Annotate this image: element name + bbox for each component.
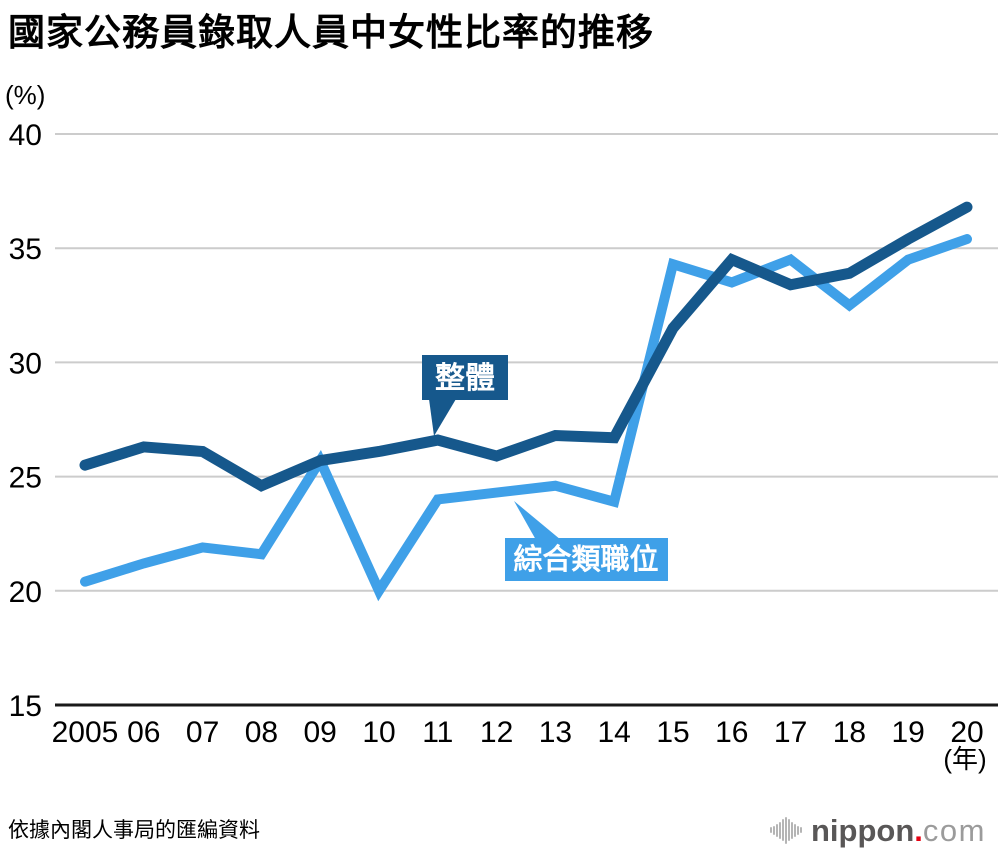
x-tick-label: 08 — [245, 716, 278, 749]
y-axis-unit-label: (%) — [5, 80, 45, 110]
annotation-career-track-pointer — [514, 501, 561, 540]
x-axis-unit-label: (年) — [943, 744, 986, 774]
x-tick-label: 11 — [422, 716, 453, 749]
x-tick-label: 13 — [539, 716, 572, 749]
x-tick-label: 07 — [186, 716, 219, 749]
y-tick-label: 25 — [9, 462, 42, 495]
logo-red-dot: . — [914, 812, 923, 848]
x-tick-label: 20 — [950, 716, 983, 749]
annotation-overall-box — [422, 355, 508, 400]
x-tick-label: 12 — [480, 716, 513, 749]
x-axis-labels-layer: 2005 06 07 08 09 10 11 12 13 14 15 16 17 18 19 20 — [52, 716, 984, 749]
x-tick-label: 17 — [774, 716, 807, 749]
source-note: 依據內閣人事局的匯編資料 — [8, 819, 260, 842]
logo-brand-text: nippon — [811, 812, 915, 848]
soundwave-bars-icon — [770, 816, 802, 844]
nippon-com-logo: nippon . com — [770, 810, 986, 850]
x-tick-label: 09 — [304, 716, 337, 749]
x-tick-label: 19 — [892, 716, 925, 749]
annotation-career-track-label: 綜合類職位 — [513, 542, 658, 576]
series-lines-layer — [79, 201, 973, 602]
annotation-overall-pointer — [429, 399, 456, 436]
x-tick-label: 2005 — [52, 716, 119, 749]
logo-suffix-text: com — [922, 812, 986, 848]
x-tick-label: 15 — [656, 716, 689, 749]
y-tick-label: 30 — [9, 347, 42, 380]
overall-line — [79, 201, 973, 492]
x-tick-label: 10 — [362, 716, 395, 749]
x-tick-label: 06 — [127, 716, 160, 749]
y-tick-label: 40 — [9, 119, 42, 152]
annotation-overall: 整體 — [422, 355, 508, 436]
x-tick-label: 16 — [715, 716, 748, 749]
y-tick-label: 35 — [9, 233, 42, 266]
gridlines-layer: 15 20 25 30 35 40 — [9, 119, 998, 723]
annotation-career-track: 綜合類職位 — [505, 501, 668, 581]
y-tick-label: 20 — [9, 576, 42, 609]
x-tick-label: 18 — [833, 716, 866, 749]
x-tick-label: 14 — [598, 716, 631, 749]
annotation-career-track-box — [505, 538, 668, 581]
annotation-overall-label: 整體 — [435, 362, 495, 395]
y-tick-label: 15 — [9, 690, 42, 723]
page-title: 國家公務員錄取人員中女性比率的推移 — [8, 12, 654, 53]
